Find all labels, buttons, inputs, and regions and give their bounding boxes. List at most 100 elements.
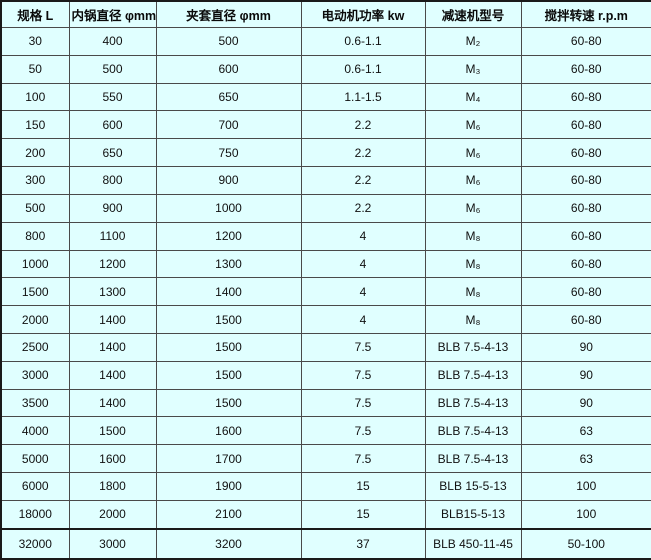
table-cell: 1400	[155, 277, 302, 307]
table-cell: 15	[300, 472, 426, 501]
table-cell: 1400	[68, 360, 157, 390]
table-cell: 650	[68, 138, 157, 168]
table-cell: 2.2	[300, 166, 426, 195]
table-cell: 2.2	[300, 110, 426, 140]
table-cell: BLB 7.5-4-13	[424, 360, 522, 390]
table-cell: 60-80	[520, 27, 651, 56]
table-cell: 90	[520, 360, 651, 390]
table-cell: 1500	[68, 416, 157, 446]
table-cell: 7.5	[300, 416, 426, 446]
table-cell: 800	[0, 221, 70, 251]
table-cell: 30	[0, 27, 70, 56]
table-cell: 50-100	[520, 528, 651, 560]
table-cell: 1000	[155, 193, 302, 223]
table-row: 1500 1300 1400 4 M₈ 60-80	[0, 277, 651, 307]
table-cell: 3000	[68, 528, 157, 560]
table-cell: 60-80	[520, 54, 651, 84]
table-cell: 1500	[155, 360, 302, 390]
table-cell: 500	[0, 193, 70, 223]
table-cell: 4	[300, 305, 426, 334]
table-cell: 60-80	[520, 166, 651, 195]
table-cell: M₃	[424, 54, 522, 84]
table-cell: BLB 15-5-13	[424, 472, 522, 501]
table-cell: M₂	[424, 27, 522, 56]
table-cell: BLB15-5-13	[424, 499, 522, 530]
table-cell: 1500	[155, 388, 302, 418]
table-cell: 400	[68, 27, 157, 56]
table-row: 2000 1400 1500 4 M₈ 60-80	[0, 305, 651, 334]
table-cell: 1700	[155, 444, 302, 473]
table-cell: BLB 7.5-4-13	[424, 416, 522, 446]
table-cell: 4000	[0, 416, 70, 446]
table-cell: 1600	[68, 444, 157, 473]
column-header: 规格 L	[0, 0, 70, 28]
table-cell: 37	[300, 528, 426, 560]
table-row: 50 500 600 0.6-1.1 M₃ 60-80	[0, 54, 651, 84]
table-cell: 650	[155, 82, 302, 112]
table-row: 4000 1500 1600 7.5 BLB 7.5-4-13 63	[0, 416, 651, 446]
table-cell: 2000	[68, 499, 157, 530]
table-cell: 7.5	[300, 388, 426, 418]
table-cell: 1500	[155, 332, 302, 362]
column-header: 电动机功率 kw	[300, 0, 426, 28]
table-cell: BLB 7.5-4-13	[424, 332, 522, 362]
table-cell: 63	[520, 416, 651, 446]
table-row: 150 600 700 2.2 M₆ 60-80	[0, 110, 651, 140]
table-cell: 600	[155, 54, 302, 84]
table-cell: 1000	[0, 249, 70, 279]
table-cell: 2.2	[300, 193, 426, 223]
table-row: 32000 3000 3200 37 BLB 450-11-45 50-100	[0, 528, 651, 560]
table-header: 规格 L 内锅直径 φmm 夹套直径 φmm 电动机功率 kw 减速机型号 搅拌转速 r.…	[0, 0, 651, 28]
table-cell: M₆	[424, 138, 522, 168]
table-cell: 1200	[155, 221, 302, 251]
table-cell: 60-80	[520, 110, 651, 140]
table-cell: M₆	[424, 193, 522, 223]
table-row: 500 900 1000 2.2 M₆ 60-80	[0, 193, 651, 223]
table-cell: M₈	[424, 221, 522, 251]
table-cell: 3000	[0, 360, 70, 390]
table-cell: 3200	[155, 528, 302, 560]
table-cell: 60-80	[520, 221, 651, 251]
table-cell: 100	[520, 499, 651, 530]
column-header: 搅拌转速 r.p.m	[520, 0, 651, 28]
table-cell: M₈	[424, 249, 522, 279]
table-cell: 5000	[0, 444, 70, 473]
table-cell: 1200	[68, 249, 157, 279]
table-row: 3000 1400 1500 7.5 BLB 7.5-4-13 90	[0, 360, 651, 390]
table-row: 5000 1600 1700 7.5 BLB 7.5-4-13 63	[0, 444, 651, 473]
table-row: 18000 2000 2100 15 BLB15-5-13 100	[0, 499, 651, 530]
table-cell: 100	[520, 472, 651, 501]
column-header: 减速机型号	[424, 0, 522, 28]
table-cell: 150	[0, 110, 70, 140]
table-cell: 1400	[68, 305, 157, 334]
table-cell: 1100	[68, 221, 157, 251]
table-cell: 1400	[68, 332, 157, 362]
table-cell: M₆	[424, 166, 522, 195]
table-row: 100 550 650 1.1-1.5 M₄ 60-80	[0, 82, 651, 112]
table-cell: BLB 450-11-45	[424, 528, 522, 560]
table-cell: 4	[300, 249, 426, 279]
table-cell: 500	[155, 27, 302, 56]
table-cell: BLB 7.5-4-13	[424, 388, 522, 418]
column-header: 内锅直径 φmm	[68, 0, 157, 28]
column-header: 夹套直径 φmm	[155, 0, 302, 28]
table-cell: 0.6-1.1	[300, 27, 426, 56]
table-cell: 1.1-1.5	[300, 82, 426, 112]
table-cell: 1500	[155, 305, 302, 334]
table-cell: 4	[300, 277, 426, 307]
table-cell: 2.2	[300, 138, 426, 168]
table-body: 30 400 500 0.6-1.1 M₂ 60-80 50 500 600 0.6-1.1 M₃ 6…	[0, 27, 651, 560]
table-cell: 60-80	[520, 138, 651, 168]
table-cell: M₈	[424, 277, 522, 307]
table-cell: 7.5	[300, 360, 426, 390]
table-cell: 1500	[0, 277, 70, 307]
table-cell: M₄	[424, 82, 522, 112]
table-cell: 100	[0, 82, 70, 112]
table-row: 800 1100 1200 4 M₈ 60-80	[0, 221, 651, 251]
table-cell: 500	[68, 54, 157, 84]
table-cell: 2100	[155, 499, 302, 530]
table-cell: 90	[520, 388, 651, 418]
table-cell: 1600	[155, 416, 302, 446]
